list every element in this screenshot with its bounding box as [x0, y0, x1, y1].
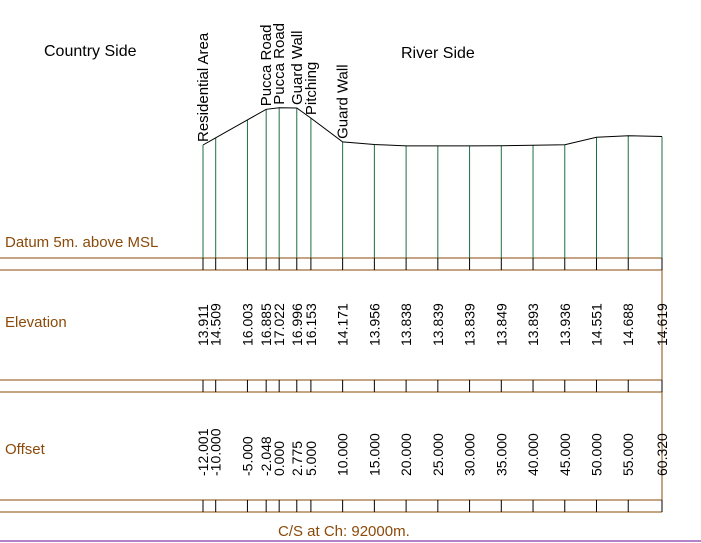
elevation-value: 14.688 [620, 303, 636, 346]
table-frame [0, 257, 663, 513]
section-caption: C/S at Ch: 92000m. [278, 523, 410, 540]
river-side-heading: River Side [401, 45, 475, 62]
elevation-value: 13.956 [366, 303, 382, 346]
offset-value: 30.000 [462, 433, 478, 476]
offset-value: 35.000 [493, 433, 509, 476]
datum-label: Datum 5m. above MSL [5, 234, 159, 251]
offset-value: 20.000 [398, 433, 414, 476]
offset-value: 45.000 [557, 433, 573, 476]
elevation-value: 16.885 [258, 303, 274, 346]
elevation-row-label: Elevation [5, 314, 67, 331]
elevation-value: 13.839 [462, 303, 478, 346]
station-ticks [202, 258, 663, 512]
ground-profile-line [202, 107, 663, 147]
offset-value: 10.000 [335, 433, 351, 476]
feature-label: Pucca Road [271, 23, 288, 105]
elevation-value: 13.839 [430, 303, 446, 346]
offset-value: -2.048 [258, 436, 274, 476]
offset-value: -5.000 [239, 436, 255, 476]
elevation-value: 14.551 [589, 303, 605, 346]
offset-value: 15.000 [366, 433, 382, 476]
offset-value: 0.000 [271, 441, 287, 476]
feature-label: Pitching [303, 62, 320, 115]
feature-label: Guard Wall [289, 31, 306, 105]
elevation-value: 14.509 [208, 303, 224, 346]
feature-label: Residential Area [195, 32, 212, 142]
offset-value: 40.000 [525, 433, 541, 476]
offset-value: -10.000 [208, 428, 224, 476]
elevation-value: 14.619 [654, 303, 670, 346]
offset-value: 50.000 [589, 433, 605, 476]
offset-value: -12.001 [195, 428, 211, 476]
offset-value: 2.775 [289, 441, 305, 476]
elevation-value: 16.153 [303, 303, 319, 346]
feature-label: Guard Wall [335, 64, 352, 138]
elevation-value: 16.996 [289, 303, 305, 346]
offset-value: 25.000 [430, 433, 446, 476]
elevation-value: 14.171 [335, 303, 351, 346]
feature-label: Pucca Road [258, 25, 275, 107]
offset-value: 5.000 [303, 441, 319, 476]
offset-value: 55.000 [620, 433, 636, 476]
elevation-value: 17.022 [271, 303, 287, 346]
country-side-heading: Country Side [44, 43, 137, 60]
elevation-value: 13.936 [557, 303, 573, 346]
elevation-value: 13.911 [195, 304, 211, 346]
offset-row-label: Offset [5, 441, 45, 458]
elevation-value: 13.893 [525, 303, 541, 346]
station-verticals [202, 107, 663, 258]
elevation-value: 13.838 [398, 303, 414, 346]
elevation-value: 16.003 [239, 303, 255, 346]
elevation-value: 13.849 [493, 303, 509, 346]
offset-value: 60.320 [654, 433, 670, 476]
